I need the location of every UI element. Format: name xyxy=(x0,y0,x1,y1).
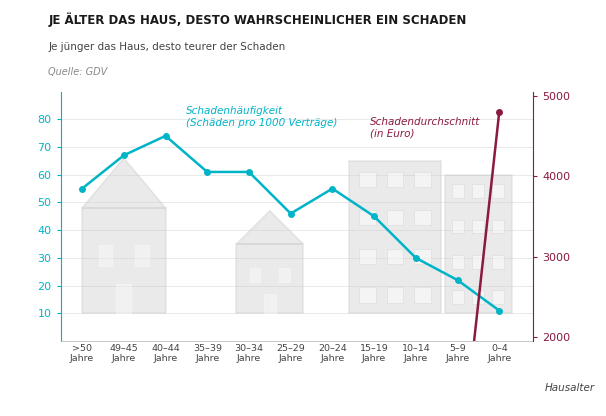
Bar xyxy=(387,171,403,187)
Text: Schadenhäufigkeit
(Schäden pro 1000 Verträge): Schadenhäufigkeit (Schäden pro 1000 Vert… xyxy=(187,106,338,128)
Bar xyxy=(415,171,431,187)
Bar xyxy=(473,290,484,304)
Bar xyxy=(359,249,376,264)
Polygon shape xyxy=(236,211,303,244)
Bar xyxy=(493,290,504,304)
Bar xyxy=(473,220,484,233)
Bar xyxy=(99,245,112,266)
Bar xyxy=(415,287,431,303)
Bar xyxy=(493,184,504,198)
Text: JE ÄLTER DAS HAUS, DESTO WAHRSCHEINLICHER EIN SCHADEN: JE ÄLTER DAS HAUS, DESTO WAHRSCHEINLICHE… xyxy=(48,12,467,27)
Bar xyxy=(387,210,403,225)
Bar xyxy=(445,175,512,313)
Text: Schadendurchschnitt
(in Euro): Schadendurchschnitt (in Euro) xyxy=(370,117,481,139)
Polygon shape xyxy=(82,158,165,208)
Bar xyxy=(359,287,376,303)
Bar xyxy=(116,284,132,313)
Bar xyxy=(415,249,431,264)
Text: Hausalter: Hausalter xyxy=(544,383,594,393)
Bar xyxy=(264,294,276,313)
Bar xyxy=(415,210,431,225)
Text: Je jünger das Haus, desto teurer der Schaden: Je jünger das Haus, desto teurer der Sch… xyxy=(48,42,286,52)
Bar xyxy=(453,220,464,233)
Bar xyxy=(387,287,403,303)
Bar xyxy=(250,268,261,282)
Text: Quelle: GDV: Quelle: GDV xyxy=(48,67,108,77)
Bar xyxy=(453,184,464,198)
Bar xyxy=(493,255,504,269)
Bar xyxy=(349,161,441,313)
Bar xyxy=(136,245,149,266)
Bar xyxy=(473,184,484,198)
Bar xyxy=(279,268,290,282)
Bar xyxy=(493,220,504,233)
Bar xyxy=(453,255,464,269)
Bar xyxy=(359,210,376,225)
Bar xyxy=(236,244,303,313)
Bar xyxy=(387,249,403,264)
Bar xyxy=(82,208,165,313)
Bar xyxy=(359,171,376,187)
Bar xyxy=(453,290,464,304)
Bar xyxy=(473,255,484,269)
